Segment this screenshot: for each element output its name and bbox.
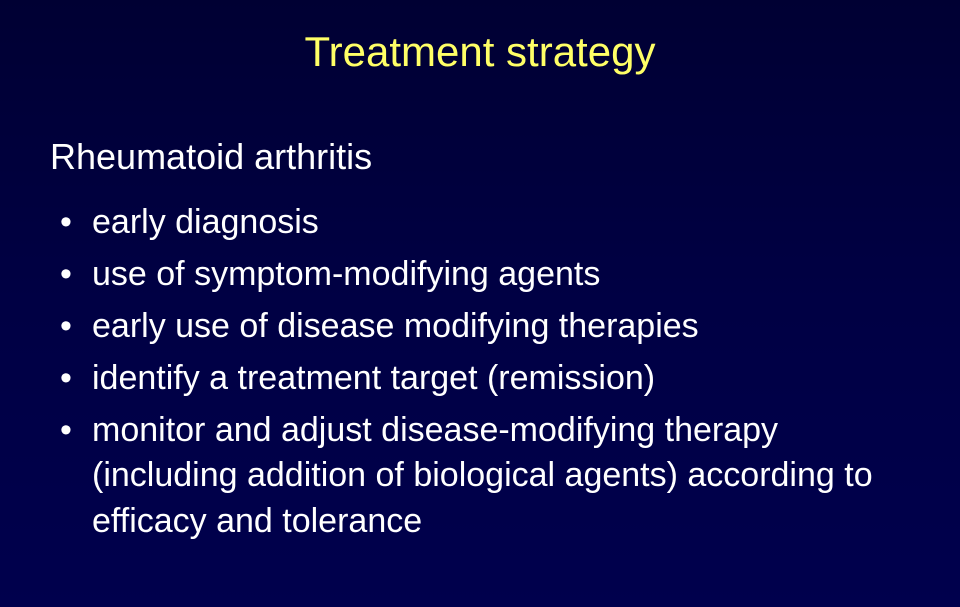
list-item: identify a treatment target (remission): [50, 356, 910, 402]
list-item: early diagnosis: [50, 200, 910, 246]
slide-subtitle: Rheumatoid arthritis: [50, 136, 910, 178]
list-item: use of symptom-modifying agents: [50, 252, 910, 298]
bullet-list: early diagnosis use of symptom-modifying…: [50, 200, 910, 545]
list-item: monitor and adjust disease-modifying the…: [50, 408, 910, 546]
list-item: early use of disease modifying therapies: [50, 304, 910, 350]
slide-title: Treatment strategy: [50, 28, 910, 76]
